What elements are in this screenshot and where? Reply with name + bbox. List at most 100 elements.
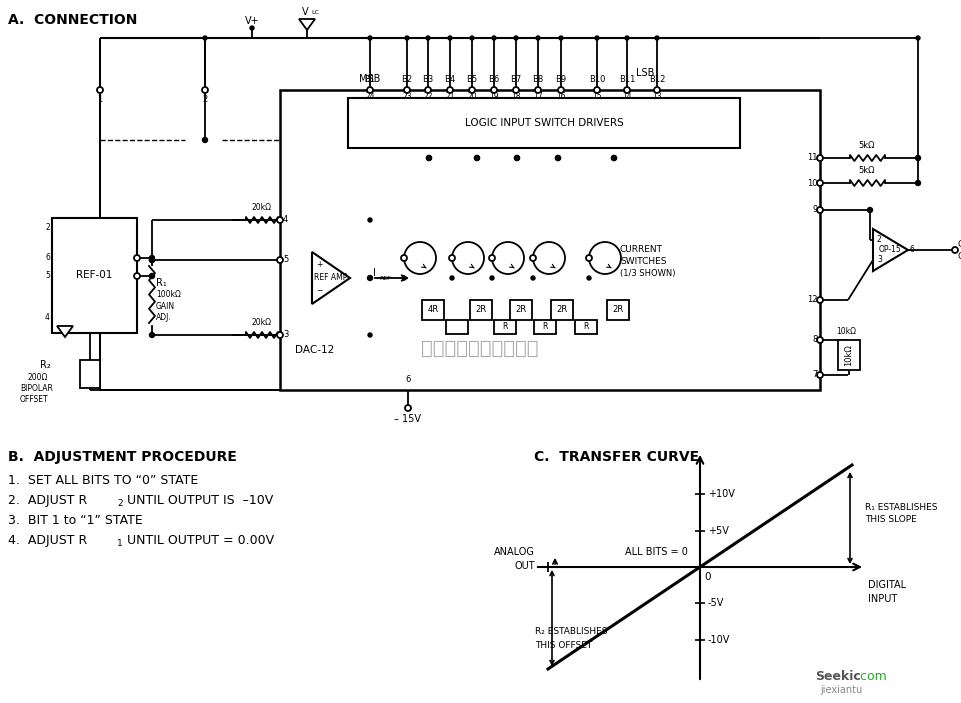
Bar: [470, 300, 491, 320]
Circle shape: [558, 36, 562, 40]
Text: 18: 18: [510, 92, 520, 101]
Circle shape: [277, 257, 283, 263]
Circle shape: [449, 255, 455, 261]
Text: REF AMP: REF AMP: [314, 273, 347, 283]
Circle shape: [816, 372, 823, 378]
Circle shape: [277, 332, 283, 338]
Circle shape: [425, 87, 431, 93]
Text: A.  CONNECTION: A. CONNECTION: [8, 13, 137, 27]
Text: CURRENT: CURRENT: [619, 245, 662, 254]
Text: 杭州将睿科技有限公司: 杭州将睿科技有限公司: [421, 339, 538, 358]
Text: 5kΩ: 5kΩ: [858, 141, 875, 150]
Text: +: +: [315, 261, 322, 269]
Circle shape: [277, 217, 283, 223]
Text: 2R: 2R: [475, 306, 486, 314]
Text: R₁ ESTABLISHES: R₁ ESTABLISHES: [864, 503, 937, 512]
Polygon shape: [311, 252, 350, 304]
Text: UNTIL OUTPUT = 0.00V: UNTIL OUTPUT = 0.00V: [123, 534, 274, 547]
Circle shape: [867, 207, 872, 212]
Circle shape: [202, 138, 208, 143]
Text: 8: 8: [812, 335, 817, 344]
Circle shape: [488, 255, 495, 261]
Polygon shape: [57, 326, 73, 337]
Text: (1/3 SHOWN): (1/3 SHOWN): [619, 269, 675, 278]
Text: 2R: 2R: [612, 306, 623, 314]
Bar: [533, 320, 555, 334]
Circle shape: [402, 276, 406, 280]
Circle shape: [816, 337, 823, 343]
Bar: [422, 300, 444, 320]
Text: R: R: [582, 323, 588, 332]
Text: 9: 9: [812, 205, 817, 214]
Text: 4R: 4R: [427, 306, 438, 314]
Circle shape: [585, 255, 591, 261]
Bar: [551, 300, 573, 320]
Text: – 15V: – 15V: [394, 414, 421, 424]
Circle shape: [530, 276, 534, 280]
Text: -10V: -10V: [707, 635, 729, 645]
Text: 3: 3: [283, 330, 288, 340]
Text: R: R: [502, 323, 507, 332]
Bar: [80, 360, 100, 388]
Circle shape: [557, 87, 563, 93]
Circle shape: [448, 36, 452, 40]
Text: REF: REF: [379, 276, 390, 281]
Text: 6: 6: [909, 245, 914, 254]
Circle shape: [426, 155, 431, 160]
Circle shape: [470, 36, 474, 40]
Text: C.  TRANSFER CURVE: C. TRANSFER CURVE: [533, 450, 699, 464]
Text: BIPOLAR: BIPOLAR: [20, 384, 53, 393]
Text: INPUT: INPUT: [867, 594, 897, 604]
Text: 100kΩ: 100kΩ: [156, 290, 181, 299]
Circle shape: [554, 155, 560, 160]
Text: 10: 10: [806, 179, 817, 188]
Text: 1: 1: [97, 95, 103, 104]
Circle shape: [149, 257, 155, 262]
Circle shape: [405, 405, 410, 411]
Text: 4: 4: [45, 314, 50, 323]
Text: B6: B6: [488, 75, 499, 84]
Text: OP-15: OP-15: [877, 245, 900, 254]
Text: 6: 6: [45, 254, 50, 262]
Text: 3.  BIT 1 to “1” STATE: 3. BIT 1 to “1” STATE: [8, 514, 142, 527]
Text: LOGIC INPUT SWITCH DRIVERS: LOGIC INPUT SWITCH DRIVERS: [464, 118, 623, 128]
Text: 2: 2: [202, 95, 208, 104]
Circle shape: [624, 87, 629, 93]
Text: GAIN: GAIN: [156, 302, 175, 311]
Text: jiexiantu: jiexiantu: [819, 685, 861, 695]
Text: 16: 16: [555, 92, 565, 101]
Circle shape: [368, 218, 372, 222]
Bar: [446, 320, 467, 334]
Text: THIS SLOPE: THIS SLOPE: [864, 515, 916, 524]
Text: MSB: MSB: [359, 74, 381, 84]
Circle shape: [368, 333, 372, 337]
Circle shape: [450, 276, 454, 280]
Text: 4.  ADJUST R: 4. ADJUST R: [8, 534, 87, 547]
Text: 10kΩ: 10kΩ: [835, 327, 855, 336]
Text: 2R: 2R: [515, 306, 526, 314]
Circle shape: [474, 155, 479, 160]
Circle shape: [653, 87, 659, 93]
Text: 13: 13: [652, 92, 661, 101]
Circle shape: [134, 273, 140, 279]
Text: B12: B12: [648, 75, 664, 84]
Text: V+: V+: [244, 16, 259, 26]
Circle shape: [513, 36, 517, 40]
Bar: [837, 340, 859, 370]
Circle shape: [202, 87, 208, 93]
Circle shape: [149, 257, 155, 262]
Circle shape: [203, 36, 207, 40]
Text: 0: 0: [703, 572, 710, 582]
Circle shape: [586, 276, 590, 280]
Bar: [348, 98, 739, 148]
Text: 2: 2: [45, 224, 50, 233]
Text: −: −: [315, 287, 322, 295]
Text: THIS OFFSET: THIS OFFSET: [534, 642, 592, 650]
Text: B2: B2: [401, 75, 412, 84]
Circle shape: [491, 36, 496, 40]
Circle shape: [368, 36, 372, 40]
Circle shape: [816, 297, 823, 303]
Circle shape: [250, 26, 254, 30]
Text: ADJ.: ADJ.: [156, 313, 172, 322]
Text: ANALOG: ANALOG: [494, 547, 534, 557]
